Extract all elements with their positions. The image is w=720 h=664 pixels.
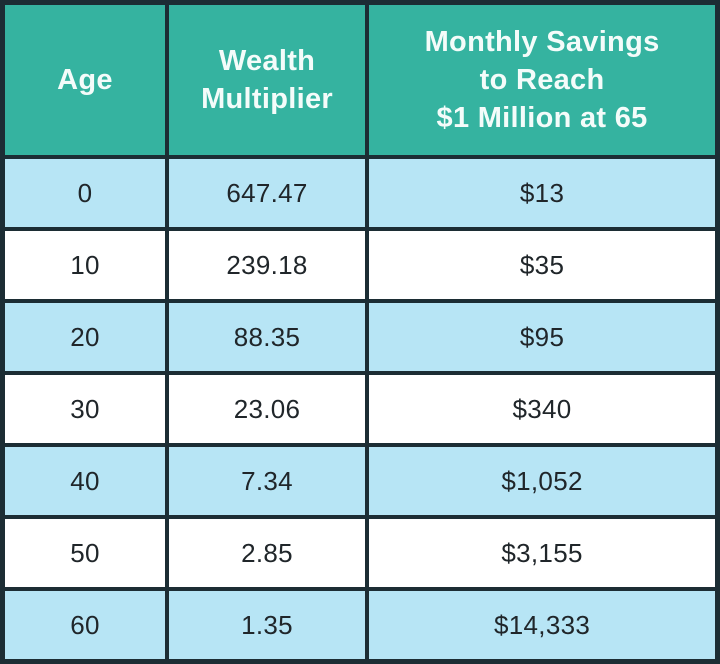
table-header: Age Wealth Multiplier Monthly Savings to…	[0, 0, 720, 159]
savings-cell: $340	[365, 371, 720, 447]
age-cell: 20	[0, 299, 169, 375]
table-row: 60 1.35 $14,333	[0, 587, 720, 664]
savings-cell: $1,052	[365, 443, 720, 519]
savings-cell: $35	[365, 227, 720, 303]
multiplier-cell: 2.85	[164, 515, 370, 591]
header-cell-age: Age	[0, 0, 169, 159]
age-cell: 50	[0, 515, 169, 591]
age-cell: 10	[0, 227, 169, 303]
header-cell-monthly-savings: Monthly Savings to Reach $1 Million at 6…	[365, 0, 720, 159]
header-cell-wealth-multiplier: Wealth Multiplier	[164, 0, 370, 159]
multiplier-cell: 239.18	[164, 227, 370, 303]
multiplier-cell: 7.34	[164, 443, 370, 519]
table-row: 50 2.85 $3,155	[0, 515, 720, 591]
age-cell: 40	[0, 443, 169, 519]
savings-cell: $3,155	[365, 515, 720, 591]
header-row: Age Wealth Multiplier Monthly Savings to…	[0, 0, 720, 159]
age-cell: 0	[0, 155, 169, 231]
table-row: 20 88.35 $95	[0, 299, 720, 375]
table-row: 0 647.47 $13	[0, 155, 720, 231]
multiplier-cell: 88.35	[164, 299, 370, 375]
age-cell: 60	[0, 587, 169, 664]
table-row: 10 239.18 $35	[0, 227, 720, 303]
savings-cell: $13	[365, 155, 720, 231]
age-cell: 30	[0, 371, 169, 447]
multiplier-cell: 647.47	[164, 155, 370, 231]
table-row: 30 23.06 $340	[0, 371, 720, 447]
table-row: 40 7.34 $1,052	[0, 443, 720, 519]
table-body: 0 647.47 $13 10 239.18 $35 20 88.35 $95 …	[0, 155, 720, 664]
multiplier-cell: 23.06	[164, 371, 370, 447]
savings-cell: $14,333	[365, 587, 720, 664]
savings-cell: $95	[365, 299, 720, 375]
multiplier-cell: 1.35	[164, 587, 370, 664]
